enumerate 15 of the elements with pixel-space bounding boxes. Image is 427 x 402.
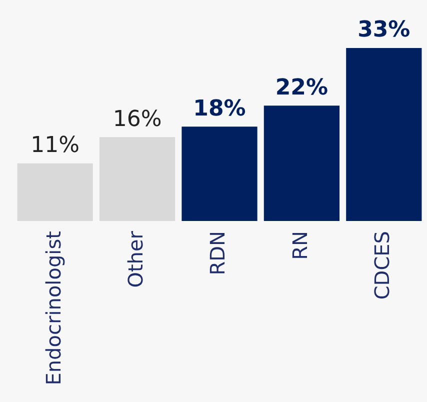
data-label: 22% (275, 75, 328, 100)
data-label: 11% (30, 133, 80, 158)
bar (264, 106, 340, 221)
bar (99, 137, 176, 221)
x-tick-label: Other (124, 230, 148, 288)
data-label: 33% (358, 18, 410, 43)
data-label: 16% (112, 106, 162, 132)
x-tick-label: CDCES (370, 231, 394, 300)
x-tick-label: RN (288, 231, 312, 260)
bar (182, 126, 258, 221)
bar (346, 48, 422, 221)
bar (17, 163, 93, 221)
x-tick-label: Endocrinologist (41, 230, 66, 386)
x-tick-label: RDN (206, 231, 230, 276)
data-label: 18% (193, 96, 246, 122)
